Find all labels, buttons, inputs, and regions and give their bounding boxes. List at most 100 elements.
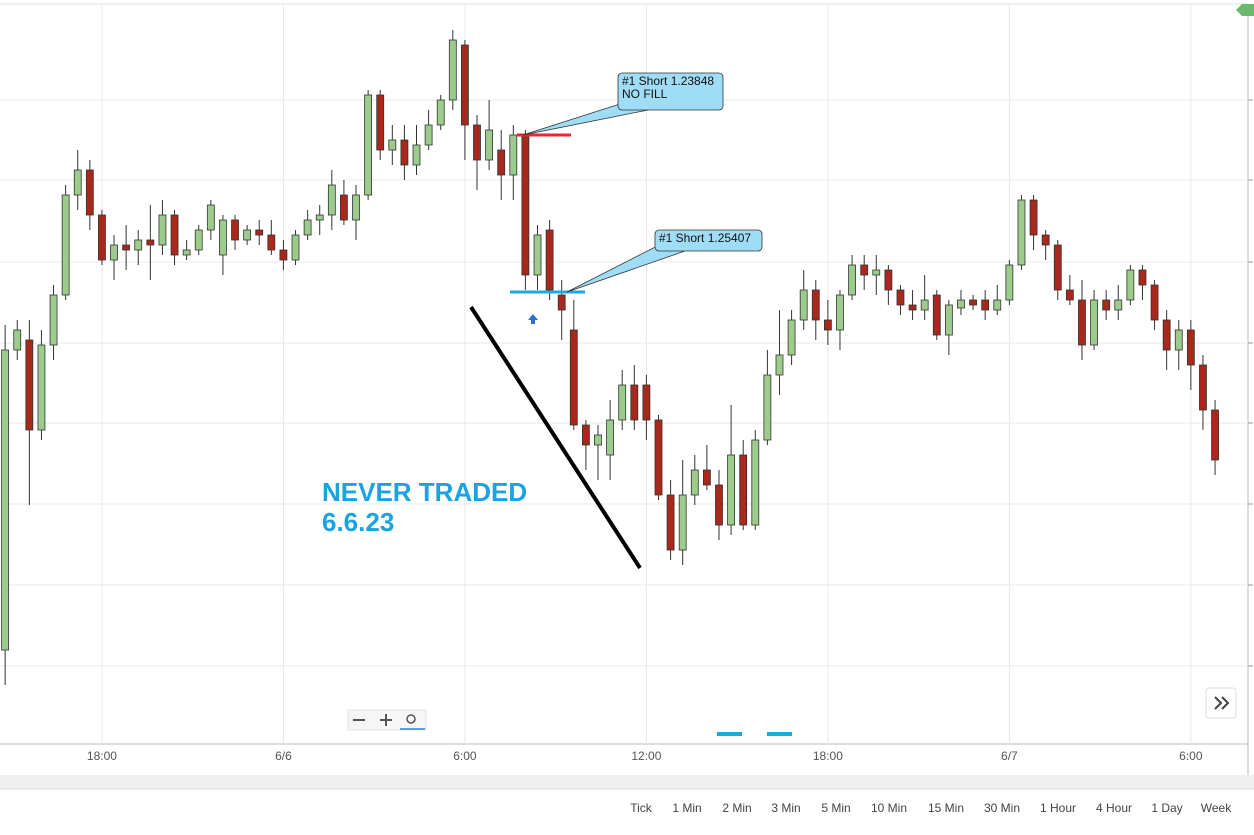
x-tick-label: 6:00 [453,749,477,763]
callout-label: #1 Short 1.25407 [659,231,751,245]
candle-body [981,299,990,311]
candle-body [1150,284,1159,321]
candle-body [13,329,22,351]
candle-body [194,229,203,251]
candle-body [642,384,651,421]
candle-body [884,269,893,291]
x-tick-label: 6:00 [1179,749,1203,763]
candle-body [678,494,687,551]
candle-body [545,229,554,291]
annotation: 6.6.23 [322,507,394,537]
interval-button[interactable]: 1 Min [672,801,701,815]
candle-body [860,264,869,276]
candle-body [654,419,663,496]
candle-body [739,454,748,526]
entry-arrow [528,314,538,324]
candle-body [412,144,421,166]
candle-body [473,124,481,161]
separator [0,775,1254,789]
x-tick-label: 18:00 [813,749,843,763]
x-tick-label: 6/6 [275,749,292,763]
candle-body [388,139,397,151]
interval-button[interactable]: 1 Day [1151,801,1182,815]
candle-body [497,149,506,176]
candle-body [1126,269,1135,301]
candle-body [533,234,542,276]
candle-body [1078,299,1086,346]
candle-body [25,339,34,431]
candle-body [448,39,457,101]
candle-body [461,44,469,126]
interval-button[interactable]: Tick [630,801,653,815]
callout-label: #1 Short 1.23848 [622,74,714,88]
candle-body [255,229,264,236]
candle-body [751,439,760,526]
candle-body [110,244,118,261]
candle-body [569,329,578,426]
candle-body [811,289,820,321]
candle-body [182,249,191,256]
candle-body [630,384,639,421]
x-tick-label: 6/7 [1001,749,1018,763]
candle-body [690,469,699,496]
annotation: NEVER TRADED [322,477,527,507]
callout-box [654,229,763,252]
zoom-reset[interactable] [406,714,416,724]
scroll-button[interactable] [1205,687,1237,719]
candle-body [1017,199,1026,266]
candle-body [763,374,772,441]
candle-body [1102,299,1111,311]
candle-body [1029,199,1038,236]
candle-body [1211,409,1219,461]
candle-body [146,239,155,246]
candle-body [85,169,94,216]
interval-button[interactable]: 5 Min [821,801,850,815]
candle-body [340,194,348,221]
candle-body [352,194,360,221]
candle-body [1,349,10,651]
candle-body [267,234,276,251]
price-tag [1236,4,1254,16]
candle-body [582,424,590,446]
zoom-controls[interactable] [347,709,427,731]
candle-body [702,469,711,486]
interval-button[interactable]: 4 Hour [1096,801,1132,815]
candle-body [1005,264,1014,301]
candle-body [158,214,167,246]
candle-body [775,354,784,376]
candle-body [932,294,941,336]
candle-body [509,134,518,176]
interval-button[interactable]: 15 Min [928,801,964,815]
candle-body [1138,269,1147,286]
interval-button[interactable]: 3 Min [771,801,800,815]
interval-button[interactable]: 2 Min [722,801,751,815]
candle-body [557,294,566,311]
candle-body [436,99,445,126]
candle-body [799,289,808,321]
candle-body [969,299,977,306]
candle-body [170,214,179,256]
candle-body [1090,299,1098,346]
candle-body [666,494,675,551]
candle-body [424,124,433,146]
candle-body [1162,319,1171,351]
candle-body [376,94,385,151]
candle-body [896,289,905,306]
interval-button[interactable]: 1 Hour [1040,801,1076,815]
interval-button[interactable]: Week [1201,801,1232,815]
candle-body [993,299,1002,311]
candle-body [122,244,131,251]
candle-body [1199,364,1207,411]
candle-body [618,384,627,421]
interval-button[interactable]: 10 Min [871,801,907,815]
interval-button[interactable]: 30 Min [984,801,1020,815]
candle-body [823,319,832,331]
candle-body [134,239,143,251]
candle-body [1114,299,1123,311]
scroll-icon [1214,696,1230,710]
zoom-in[interactable] [380,714,392,726]
candle-body [594,434,602,446]
